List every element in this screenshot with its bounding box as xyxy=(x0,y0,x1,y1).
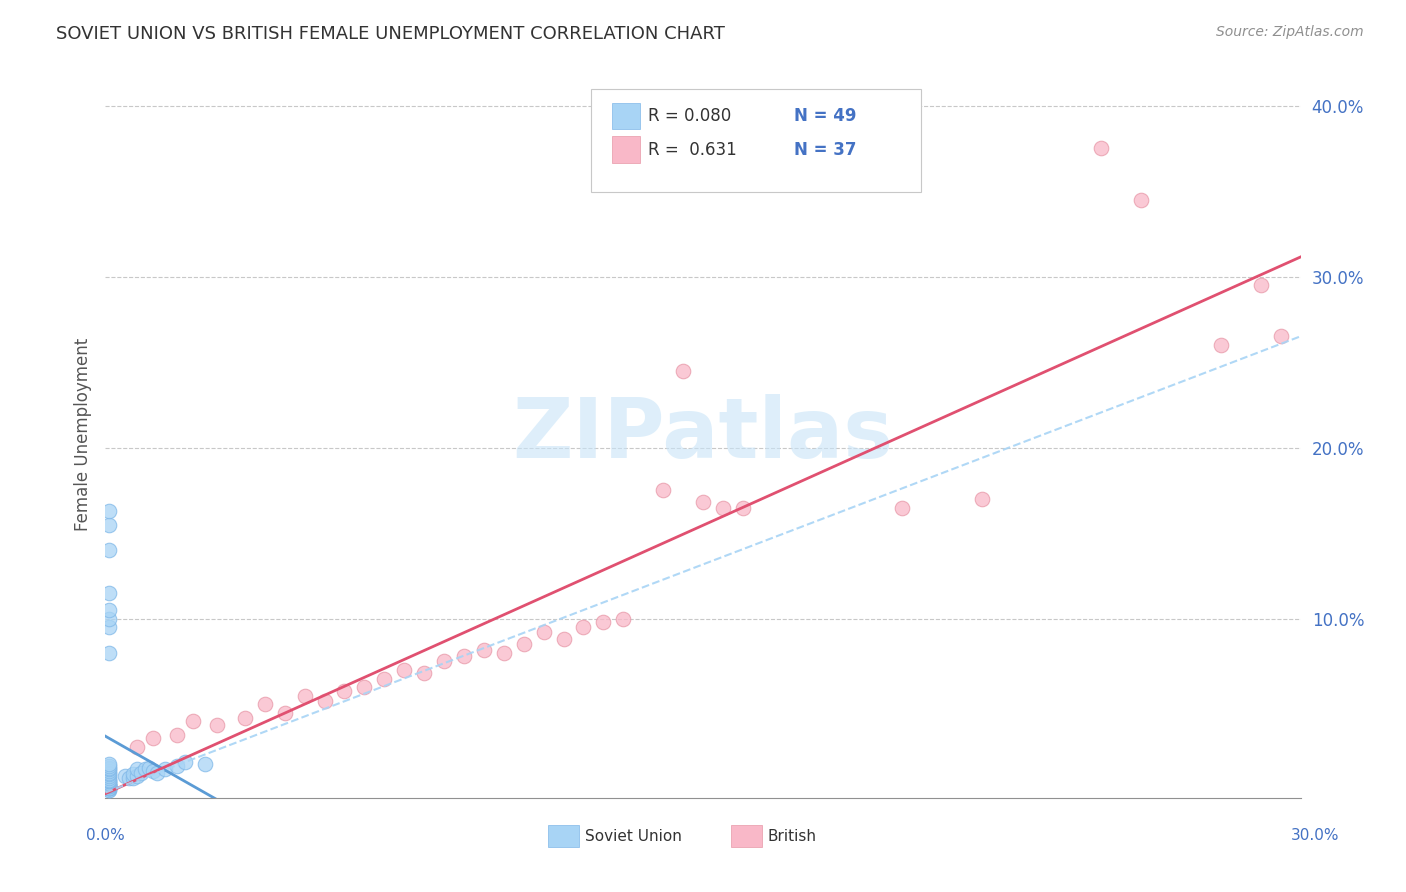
Point xyxy=(253,698,276,712)
Point xyxy=(98,646,121,660)
Text: N = 49: N = 49 xyxy=(794,107,856,125)
Point xyxy=(98,782,121,797)
Point xyxy=(118,771,141,785)
Point xyxy=(533,625,555,640)
Point xyxy=(273,706,295,720)
Point xyxy=(129,765,153,780)
Point xyxy=(553,632,575,647)
Text: Soviet Union: Soviet Union xyxy=(585,830,682,844)
Point xyxy=(970,491,993,506)
Text: Source: ZipAtlas.com: Source: ZipAtlas.com xyxy=(1216,25,1364,39)
Point xyxy=(142,731,165,746)
Text: ZIPatlas: ZIPatlas xyxy=(513,394,893,475)
Point xyxy=(98,774,121,789)
Point xyxy=(98,778,121,792)
Point xyxy=(98,780,121,795)
Point xyxy=(98,778,121,792)
Point xyxy=(98,757,121,772)
Point xyxy=(98,776,121,790)
Point xyxy=(98,620,121,634)
Point xyxy=(127,762,149,776)
Point xyxy=(98,780,121,794)
Text: R =  0.631: R = 0.631 xyxy=(648,141,737,159)
Point xyxy=(122,767,145,781)
Point xyxy=(692,495,714,509)
Point xyxy=(181,714,204,729)
Point xyxy=(114,769,136,783)
Point xyxy=(572,620,595,634)
Point xyxy=(142,764,165,778)
Point xyxy=(98,780,121,794)
Point xyxy=(453,649,475,664)
Point xyxy=(205,718,228,732)
Point xyxy=(98,780,121,795)
Point xyxy=(353,680,375,694)
Point xyxy=(1209,338,1232,352)
Point xyxy=(98,780,121,794)
Point xyxy=(138,760,160,774)
Point xyxy=(98,780,121,795)
Point xyxy=(98,765,121,780)
Point xyxy=(153,762,177,776)
Point xyxy=(166,728,188,742)
Point xyxy=(98,769,121,783)
Text: 30.0%: 30.0% xyxy=(1291,828,1339,843)
Point xyxy=(98,778,121,792)
Text: 0.0%: 0.0% xyxy=(86,828,125,843)
Point xyxy=(98,767,121,781)
Y-axis label: Female Unemployment: Female Unemployment xyxy=(73,338,91,532)
Text: SOVIET UNION VS BRITISH FEMALE UNEMPLOYMENT CORRELATION CHART: SOVIET UNION VS BRITISH FEMALE UNEMPLOYM… xyxy=(56,25,725,43)
Point xyxy=(194,757,217,772)
Point xyxy=(127,769,149,783)
Point xyxy=(98,517,121,532)
Point xyxy=(1250,278,1272,293)
Point xyxy=(592,615,614,629)
Point xyxy=(98,543,121,558)
Point xyxy=(174,756,197,770)
Text: R = 0.080: R = 0.080 xyxy=(648,107,731,125)
Point xyxy=(413,666,436,681)
Point xyxy=(98,772,121,787)
Point xyxy=(333,683,356,698)
Text: N = 37: N = 37 xyxy=(794,141,856,159)
Point xyxy=(433,655,456,669)
Point xyxy=(672,364,695,378)
Text: British: British xyxy=(768,830,817,844)
Point xyxy=(134,762,156,776)
Point xyxy=(98,612,121,626)
Point xyxy=(472,642,495,657)
Point xyxy=(98,776,121,790)
Point xyxy=(98,764,121,778)
Point xyxy=(513,637,536,651)
Point xyxy=(146,765,169,780)
Point xyxy=(492,646,515,660)
Point xyxy=(127,739,149,754)
Point xyxy=(1270,329,1292,343)
Point xyxy=(98,759,121,773)
Point xyxy=(98,762,121,776)
Point xyxy=(98,782,121,797)
Point xyxy=(1130,193,1153,207)
Point xyxy=(612,612,634,626)
Point xyxy=(711,500,734,515)
Point xyxy=(98,504,121,518)
Point xyxy=(98,603,121,617)
Point xyxy=(652,483,675,498)
Point xyxy=(233,711,256,725)
Point xyxy=(98,760,121,774)
Point xyxy=(166,759,188,773)
Point xyxy=(392,663,416,677)
Point xyxy=(98,780,121,795)
Point xyxy=(314,694,336,708)
Point xyxy=(731,500,754,515)
Point xyxy=(891,500,914,515)
Point xyxy=(294,689,316,703)
Point xyxy=(98,771,121,785)
Point xyxy=(98,586,121,600)
Point xyxy=(373,672,395,686)
Point xyxy=(122,771,145,785)
Point xyxy=(1090,141,1112,155)
Point xyxy=(98,774,121,789)
